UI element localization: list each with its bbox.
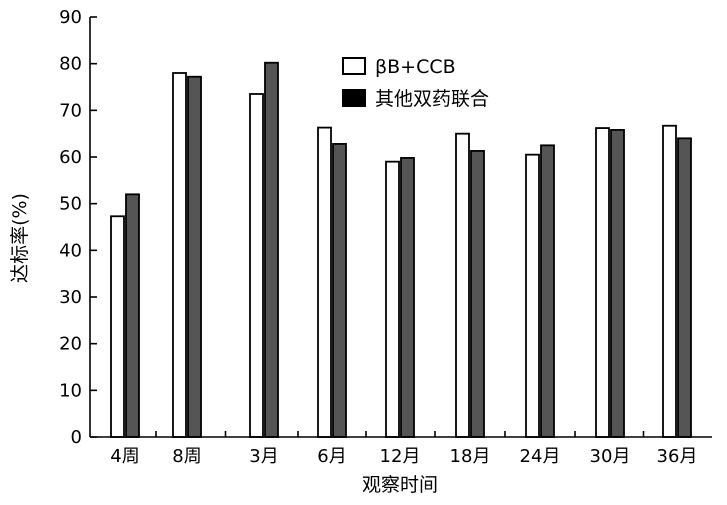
bar-other-2 — [264, 61, 279, 438]
x-tick-label-0: 4周 — [110, 446, 139, 467]
x-tick-label-3: 6月 — [317, 446, 346, 467]
y-tick-label-3: 30 — [59, 287, 82, 308]
bars-group — [110, 61, 692, 438]
bar-bbccb-1 — [172, 72, 187, 438]
x-tick-label-1: 8周 — [172, 446, 201, 467]
bar-bbccb-7 — [595, 127, 610, 438]
y-tick-label-2: 20 — [59, 334, 82, 355]
y-tick-label-9: 90 — [59, 7, 82, 28]
y-tick-label-7: 70 — [59, 100, 82, 121]
x-axis-title: 观察时间 — [362, 474, 438, 496]
bar-other-3 — [332, 143, 347, 438]
bar-bbccb-4 — [385, 160, 400, 438]
bar-other-5 — [470, 150, 485, 438]
bar-bbccb-5 — [455, 132, 470, 438]
legend-label-0: βB+CCB — [375, 56, 456, 78]
bar-bbccb-2 — [249, 93, 264, 438]
x-tick-label-6: 24月 — [520, 446, 561, 467]
x-tick-label-8: 36月 — [657, 446, 698, 467]
bar-bbccb-8 — [662, 124, 677, 438]
bar-bbccb-6 — [525, 153, 540, 438]
y-tick-label-1: 10 — [59, 380, 82, 401]
bar-other-0 — [125, 193, 140, 438]
bar-other-1 — [187, 75, 202, 438]
x-tick-label-4: 12月 — [380, 446, 421, 467]
axes-group — [89, 17, 712, 438]
ticks-group: 0 10 20 30 40 50 60 70 80 90 4周 8周 3月 6月 12月 18月 24月 30月 3… — [59, 7, 697, 467]
y-tick-label-8: 80 — [59, 54, 82, 75]
legend: βB+CCB 其他双药联合 — [342, 56, 489, 110]
y-tick-label-6: 60 — [59, 147, 82, 168]
y-tick-label-5: 50 — [59, 194, 82, 215]
bar-other-7 — [610, 129, 625, 438]
y-tick-label-4: 40 — [59, 240, 82, 261]
bar-other-6 — [540, 144, 555, 438]
bar-other-8 — [677, 137, 692, 438]
bar-bbccb-0 — [110, 215, 125, 438]
legend-label-1: 其他双药联合 — [375, 88, 489, 110]
legend-swatch-0 — [342, 57, 366, 75]
x-tick-label-5: 18月 — [450, 446, 491, 467]
bar-bbccb-3 — [317, 126, 332, 438]
bar-other-4 — [400, 157, 415, 438]
x-tick-label-7: 30月 — [590, 446, 631, 467]
y-axis-title: 达标率(%) — [9, 193, 31, 283]
x-tick-label-2: 3月 — [249, 446, 278, 467]
y-tick-label-0: 0 — [71, 427, 82, 448]
legend-swatch-1 — [342, 89, 366, 107]
